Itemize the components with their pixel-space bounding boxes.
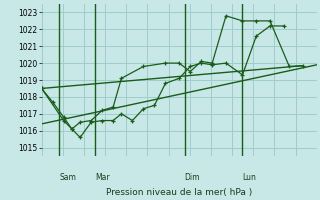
Text: Pression niveau de la mer( hPa ): Pression niveau de la mer( hPa ) <box>106 188 252 196</box>
Text: Mar: Mar <box>95 172 110 182</box>
Text: Dim: Dim <box>185 172 200 182</box>
Text: Lun: Lun <box>243 172 256 182</box>
Text: Sam: Sam <box>60 172 76 182</box>
